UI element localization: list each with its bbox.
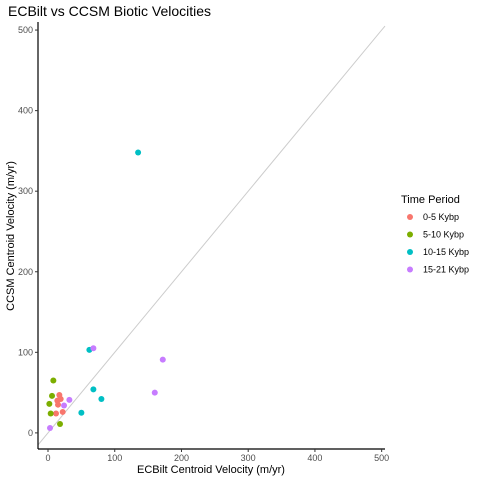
x-tick-label-4: 400 [307, 453, 322, 463]
y-tick-label-1: 100 [18, 347, 33, 357]
y-axis-label: CCSM Centroid Velocity (m/yr) [5, 161, 17, 311]
reference-line-layer [37, 25, 386, 446]
y-tick-label-2: 200 [18, 267, 33, 277]
legend-label-1: 5-10 Kybp [423, 230, 464, 240]
data-point-series-2-2 [90, 386, 97, 393]
data-point-series-0-5 [59, 408, 66, 415]
legend-label-0: 0-5 Kybp [423, 212, 459, 222]
y-tick-label-4: 400 [18, 106, 33, 116]
legend-key-0 [407, 214, 413, 220]
data-point-series-2-4 [135, 149, 142, 156]
data-point-series-3-3 [90, 345, 97, 352]
data-point-series-0-0 [53, 410, 60, 417]
data-point-series-0-4 [57, 396, 64, 403]
legend-label-3: 15-21 Kybp [423, 265, 469, 275]
legend-key-1 [407, 231, 413, 238]
data-point-series-2-3 [98, 396, 105, 403]
y-tick-label-5: 500 [18, 25, 33, 35]
data-point-series-3-4 [151, 389, 158, 396]
y-tick-label-0: 0 [28, 428, 33, 438]
x-tick-label-1: 100 [107, 453, 122, 463]
data-point-series-3-1 [61, 402, 68, 409]
x-axis-label: ECBilt Centroid Velocity (m/yr) [137, 464, 285, 476]
x-tick-label-5: 500 [374, 453, 389, 463]
data-point-series-2-0 [78, 409, 85, 416]
legend-label-2: 10-15 Kybp [423, 247, 469, 257]
data-point-series-1-3 [50, 377, 57, 384]
legend-title: Time Period [401, 194, 460, 206]
y-tick-label-3: 300 [18, 186, 33, 196]
x-tick-label-3: 300 [241, 453, 256, 463]
legend-key-3 [407, 266, 413, 273]
points-layer [46, 149, 166, 432]
data-point-series-1-4 [57, 421, 64, 428]
x-tick-label-2: 200 [174, 453, 189, 463]
data-point-series-3-5 [159, 356, 166, 363]
plot-area: 0 100 200 300 400 500 0 100 200 300 400 500 [18, 22, 389, 463]
identity-reference-line [37, 25, 386, 446]
data-point-series-1-1 [47, 410, 54, 417]
legend: Time Period 0-5 Kybp 5-10 Kybp 10-15 Kybp 1… [401, 194, 469, 275]
data-point-series-3-2 [66, 396, 73, 403]
legend-key-2 [407, 249, 413, 255]
data-point-series-1-2 [49, 392, 56, 399]
data-point-series-1-0 [46, 400, 53, 407]
data-point-series-3-0 [47, 425, 54, 432]
axes-layer: 0 100 200 300 400 500 0 100 200 300 400 500 [18, 22, 389, 463]
x-tick-label-0: 0 [46, 453, 51, 463]
data-point-series-0-2 [55, 401, 62, 408]
chart-title: ECBilt vs CCSM Biotic Velocities [8, 3, 211, 19]
